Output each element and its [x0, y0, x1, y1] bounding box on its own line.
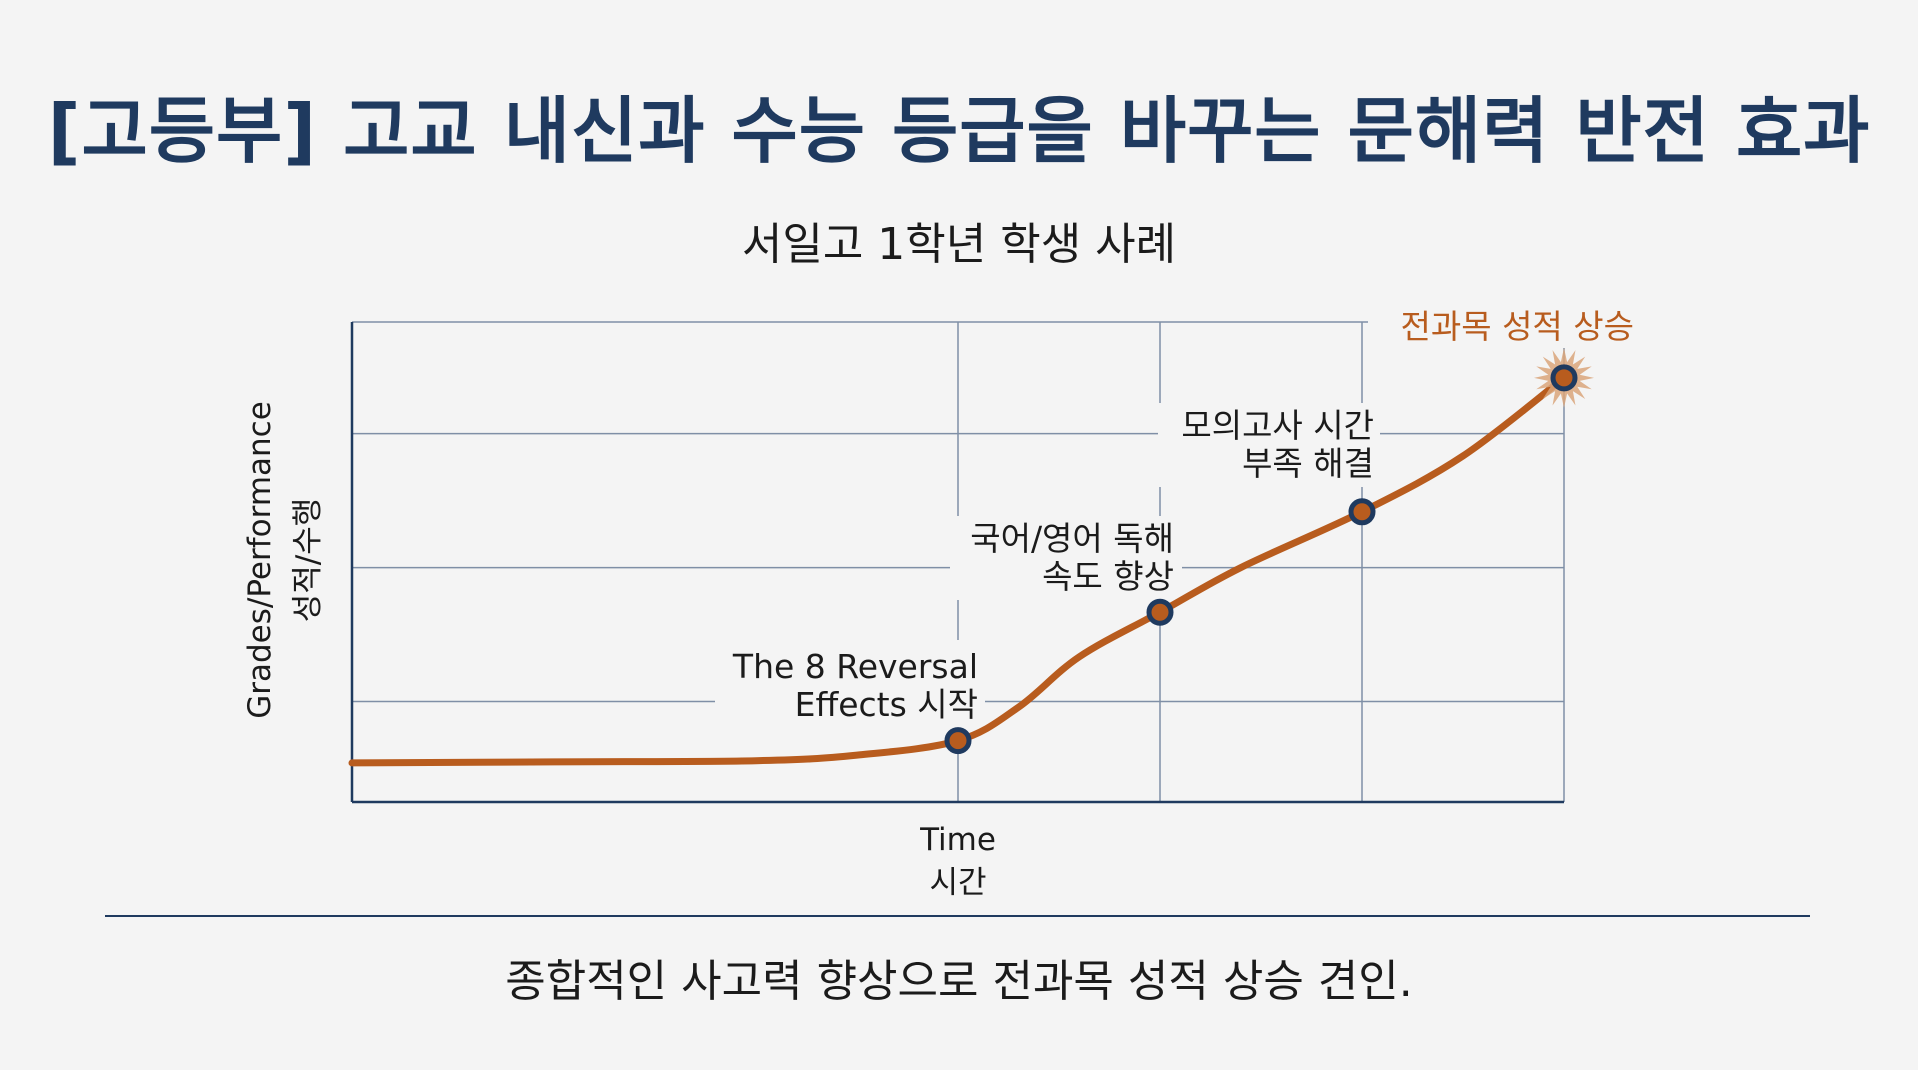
y-axis-label: Grades/Performance [242, 401, 278, 719]
annotation-label-background [1158, 403, 1380, 487]
data-point-marker [1348, 498, 1376, 526]
highlight-annotation-label: 전과목 성적 상승 [1401, 307, 1635, 346]
chart-subtitle: 서일고 1학년 학생 사례 [741, 219, 1177, 270]
annotation-label: The 8 Reversal [732, 647, 978, 686]
x-axis-label-korean: 시간 [929, 865, 986, 901]
series-line [348, 374, 1568, 767]
annotation-label: 속도 향상 [1042, 557, 1174, 596]
annotation-label-background [715, 640, 985, 728]
annotation-label: 모의고사 시간 [1181, 406, 1374, 445]
annotation-label-background [950, 516, 1182, 600]
data-point-marker [944, 727, 972, 755]
divider-line [105, 915, 1810, 917]
annotation-label: Effects 시작 [795, 685, 978, 724]
annotation-label-background [1368, 302, 1640, 348]
chart-caption: 종합적인 사고력 향상으로 전과목 성적 상승 견인. [505, 956, 1413, 1007]
data-point-marker [1550, 364, 1578, 392]
annotation-label: 부족 해결 [1242, 444, 1374, 483]
y-axis-label-korean: 성적/수행 [290, 498, 326, 623]
page-title: [고등부] 고교 내신과 수능 등급을 바꾸는 문해력 반전 효과 [47, 89, 1871, 173]
annotation-label: 국어/영어 독해 [970, 519, 1174, 558]
x-axis-label: Time [919, 822, 996, 858]
data-point-marker [1146, 598, 1174, 626]
